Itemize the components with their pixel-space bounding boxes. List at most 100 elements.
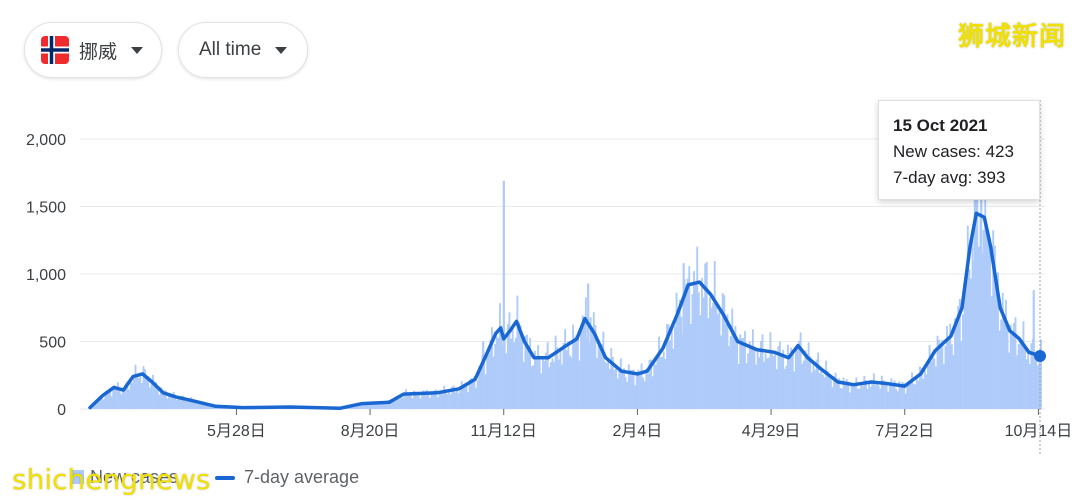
daily-bar bbox=[99, 397, 102, 409]
daily-bar bbox=[769, 332, 772, 409]
daily-bar bbox=[155, 381, 158, 409]
daily-bar bbox=[479, 369, 482, 409]
daily-bar bbox=[156, 388, 159, 409]
daily-bar bbox=[132, 377, 135, 409]
daily-bar bbox=[742, 337, 745, 409]
daily-bar bbox=[549, 362, 552, 409]
daily-bar bbox=[893, 380, 896, 409]
daily-bar bbox=[117, 382, 119, 409]
daily-bar bbox=[871, 380, 874, 409]
daily-bar bbox=[858, 388, 861, 409]
daily-bar bbox=[118, 390, 121, 409]
daily-bar bbox=[922, 378, 925, 409]
daily-bar bbox=[570, 357, 573, 409]
daily-bar bbox=[414, 391, 417, 409]
daily-bar bbox=[774, 353, 777, 409]
daily-bar bbox=[656, 357, 659, 409]
daily-bar bbox=[914, 384, 917, 409]
daily-bar bbox=[704, 263, 707, 409]
daily-bar bbox=[882, 380, 885, 409]
daily-bar bbox=[643, 381, 646, 409]
daily-bar bbox=[674, 326, 676, 409]
daily-bar bbox=[993, 245, 996, 409]
daily-bar bbox=[575, 334, 578, 409]
daily-bar bbox=[720, 335, 723, 409]
daily-bar bbox=[174, 396, 177, 409]
daily-bar bbox=[573, 336, 576, 409]
daily-bar bbox=[646, 373, 649, 409]
daily-bar bbox=[603, 361, 606, 409]
daily-bar bbox=[390, 402, 393, 409]
x-tick-label: 4月29日 bbox=[742, 423, 801, 440]
daily-bar bbox=[584, 297, 587, 409]
daily-bar bbox=[1016, 355, 1019, 409]
daily-bar bbox=[491, 327, 493, 409]
daily-bar bbox=[685, 284, 688, 409]
daily-bar bbox=[677, 315, 680, 409]
daily-bar bbox=[938, 339, 941, 409]
daily-bar bbox=[492, 356, 495, 409]
daily-bar bbox=[982, 229, 985, 409]
daily-bar bbox=[857, 388, 859, 409]
daily-bar bbox=[709, 297, 711, 409]
norway-flag-icon bbox=[41, 36, 69, 64]
country-select[interactable]: 挪威 bbox=[24, 22, 162, 78]
spike-bar bbox=[980, 198, 983, 409]
daily-bar bbox=[444, 391, 447, 409]
daily-bar bbox=[505, 353, 508, 409]
daily-bar bbox=[175, 399, 178, 409]
daily-bar bbox=[997, 272, 999, 409]
legend-label-new-cases: New cases bbox=[90, 467, 179, 487]
daily-bar bbox=[524, 335, 527, 409]
daily-bar bbox=[820, 370, 823, 409]
daily-bar bbox=[804, 350, 807, 409]
daily-bar bbox=[546, 342, 549, 409]
daily-bar bbox=[693, 271, 695, 409]
x-tick-label: 2月4日 bbox=[612, 423, 662, 440]
daily-bar bbox=[199, 401, 202, 409]
daily-bar bbox=[705, 261, 708, 409]
daily-bar bbox=[532, 365, 535, 409]
daily-bar bbox=[930, 361, 933, 409]
daily-bar bbox=[185, 399, 188, 409]
y-tick-label: 2,000 bbox=[26, 132, 66, 149]
y-tick-label: 1,000 bbox=[26, 267, 66, 284]
tooltip-new-cases: New cases: 423 bbox=[893, 142, 1014, 161]
daily-bar bbox=[915, 377, 918, 409]
daily-bar bbox=[169, 393, 172, 409]
daily-bar bbox=[145, 378, 148, 409]
daily-bar bbox=[686, 278, 689, 409]
daily-bar bbox=[487, 353, 490, 409]
daily-bar bbox=[476, 380, 479, 409]
daily-bar bbox=[866, 388, 869, 409]
daily-bar bbox=[1004, 299, 1007, 409]
daily-bar bbox=[109, 388, 111, 409]
daily-bar bbox=[853, 383, 856, 409]
daily-bar bbox=[855, 377, 858, 409]
daily-bar bbox=[387, 400, 390, 409]
daily-bar bbox=[420, 394, 423, 409]
daily-bar bbox=[917, 380, 920, 409]
daily-bar bbox=[697, 292, 700, 409]
daily-bar bbox=[112, 389, 115, 409]
daily-bar bbox=[880, 375, 883, 409]
daily-bar bbox=[600, 344, 603, 409]
daily-bar bbox=[451, 386, 454, 409]
legend-swatch-new-cases bbox=[70, 470, 84, 484]
daily-bar bbox=[366, 402, 369, 409]
time-range-select[interactable]: All time bbox=[178, 22, 308, 78]
daily-bar bbox=[815, 359, 818, 409]
daily-bar bbox=[726, 314, 729, 409]
daily-bar bbox=[97, 400, 100, 409]
daily-bar bbox=[616, 378, 619, 409]
daily-bar bbox=[753, 348, 756, 409]
daily-bar bbox=[637, 369, 640, 409]
daily-bar bbox=[427, 394, 430, 409]
daily-bar bbox=[631, 369, 633, 409]
daily-bar bbox=[775, 369, 778, 409]
watermark-logo: 狮城新闻 bbox=[957, 22, 1066, 52]
daily-bar bbox=[379, 401, 382, 409]
daily-bar bbox=[810, 372, 813, 409]
daily-bar bbox=[936, 335, 939, 409]
